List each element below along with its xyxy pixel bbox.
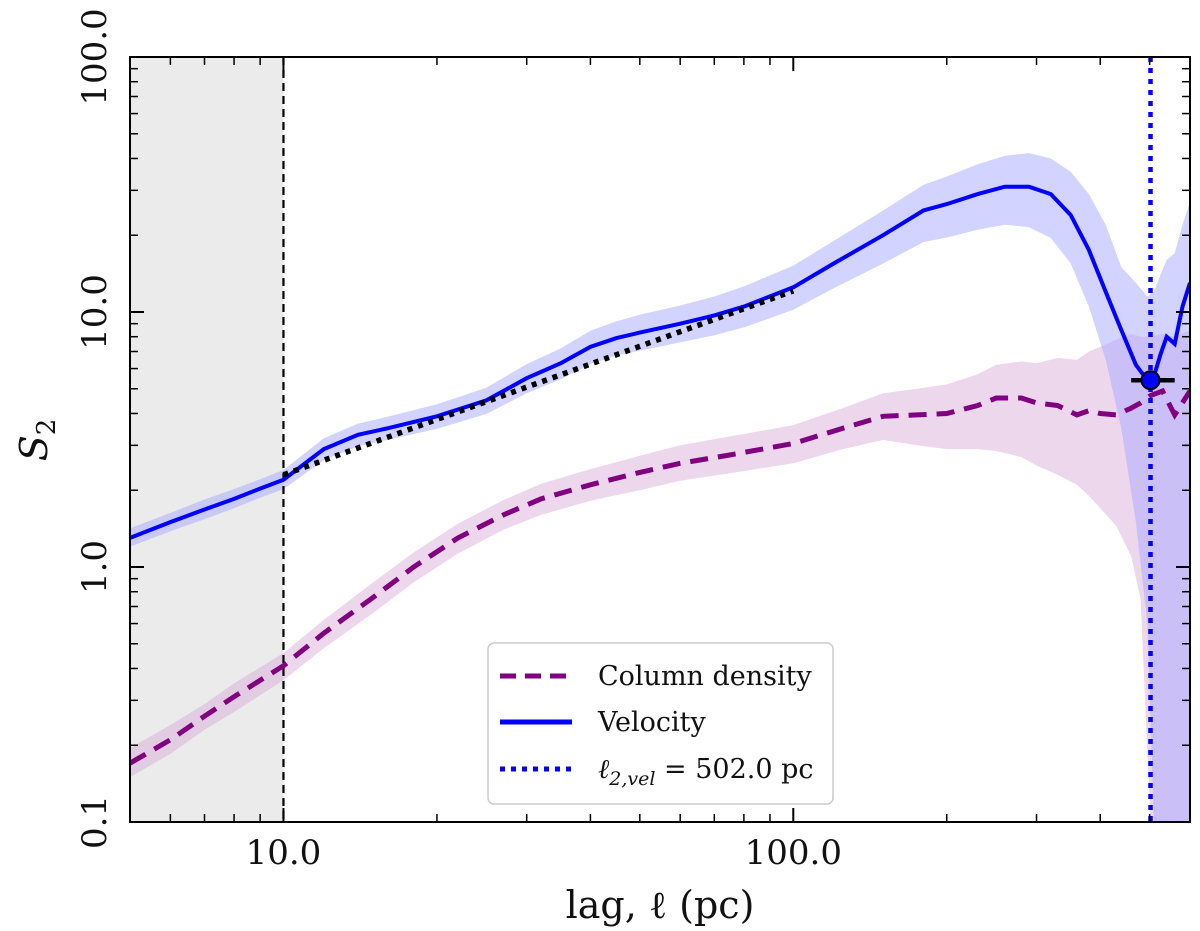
y-tick-label-1: 1.0	[75, 540, 115, 594]
l2-vel-marker	[1140, 370, 1161, 391]
column-density-band	[130, 330, 1190, 822]
tick-labels: 10.0 100.0 0.1 1.0 10.0 100.0	[75, 8, 842, 873]
x-axis-label: lag, ℓ (pc)	[566, 883, 755, 927]
excluded-lag-region	[130, 57, 284, 822]
y-tick-label-100: 100.0	[75, 8, 115, 105]
column-density-line	[130, 387, 1190, 766]
legend: Column density Velocity ℓ2,vel = 502.0 p…	[487, 642, 834, 805]
x-tick-label-10: 10.0	[246, 833, 322, 873]
axis-ticks	[129, 56, 1191, 823]
legend-label-column-density: Column density	[598, 661, 813, 692]
y-axis-label: S2	[12, 419, 62, 462]
legend-label-velocity: Velocity	[597, 707, 706, 738]
velocity-band	[130, 153, 1190, 822]
legend-box	[487, 642, 834, 805]
velocity-line	[130, 184, 1190, 540]
x-tick-label-100: 100.0	[745, 833, 842, 873]
y-tick-label-0.1: 0.1	[75, 795, 115, 849]
plot-area	[130, 57, 1190, 822]
legend-label-l2-vel: ℓ2,vel = 502.0 pc	[598, 754, 814, 790]
y-tick-label-10: 10.0	[75, 274, 115, 350]
plot-frame	[129, 56, 1191, 823]
power-law-fit-line	[282, 288, 795, 478]
